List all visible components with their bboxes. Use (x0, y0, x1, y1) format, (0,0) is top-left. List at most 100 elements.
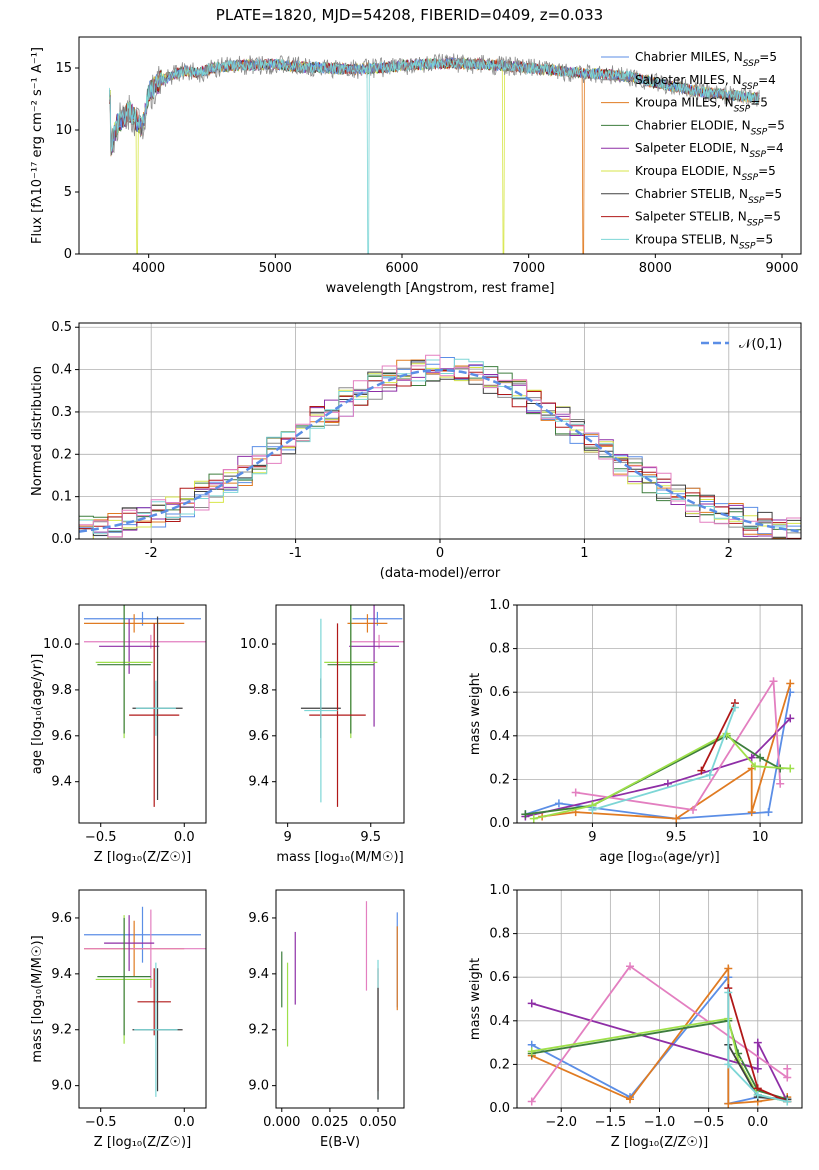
legend-label: Chabrier ELODIE, NSSP=5 (635, 118, 785, 137)
weight-marker (672, 814, 681, 823)
mass_vs_Z-axes: −0.5 0.0 9.0 9.2 9.4 9.6 Z [log₁₀(Z/Z☉)] mass [… (30, 889, 207, 1150)
x-tick-label: 10 (752, 830, 769, 845)
y-tick-label: 9.4 (248, 775, 269, 790)
y-tick-label: 9.6 (248, 911, 269, 926)
x-tick-label: 9.5 (360, 830, 381, 845)
y-tick-label: 0.4 (51, 363, 72, 378)
y-tick-label: 5 (64, 185, 72, 200)
y-tick-label: 9.2 (248, 1023, 269, 1038)
y-tick-label: 9.4 (248, 967, 269, 982)
x-tick-label: -2 (145, 546, 158, 561)
mass_vs_EBV-plot (281, 901, 398, 1100)
weight-marker (764, 808, 773, 817)
mass_weight_vs_Z-plot (527, 962, 792, 1108)
weight-marker (697, 766, 706, 775)
weight-line-pink (575, 678, 782, 811)
weight-line-kroupa-stelib (727, 992, 788, 1103)
x-tick-label: 0.025 (311, 1115, 348, 1130)
weight-marker (588, 805, 597, 814)
y-axis-label: mass [log₁₀(M/M☉)] (30, 935, 45, 1062)
axes-frame (516, 604, 803, 824)
weight-marker (571, 788, 580, 797)
y-tick-label: 0.8 (489, 927, 510, 942)
x-tick-label: 1 (580, 546, 588, 561)
weight-marker (527, 999, 536, 1008)
axes-frame (516, 889, 803, 1109)
x-axis-label: Z [log₁₀(Z/Z☉)] (94, 850, 191, 865)
x-tick-label: 9 (588, 830, 596, 845)
x-tick-label: −1.5 (595, 1115, 627, 1130)
y-tick-label: 1.0 (489, 598, 510, 613)
y-tick-label: 1.0 (489, 883, 510, 898)
weight-line-salpeter-elodie (525, 717, 791, 818)
spectrum-line-kroupa-stelib (109, 58, 760, 254)
y-tick-label: 10 (55, 123, 72, 138)
y-tick-label: 0.6 (489, 685, 510, 700)
y-tick-label: 0.4 (489, 729, 510, 744)
age_vs_Z-plot (84, 605, 206, 807)
mass_weight_vs_age-axes: 9 9.5 10 0.0 0.2 0.4 0.6 0.8 1.0 age [log₁₀(age/y… (468, 598, 803, 865)
x-axis-label: E(B-V) (320, 1135, 360, 1150)
x-tick-label: 7000 (512, 261, 545, 276)
y-tick-label: 0 (64, 247, 72, 262)
y-axis-label: mass weight (468, 673, 483, 755)
y-tick-label: 9.4 (51, 775, 72, 790)
weight-marker (753, 1090, 762, 1099)
x-tick-label: 9.5 (666, 830, 687, 845)
x-tick-label: 6000 (385, 261, 418, 276)
legend-label: 𝒩(0,1) (739, 337, 782, 352)
y-tick-label: 0.3 (51, 405, 72, 420)
x-tick-label: 0.000 (263, 1115, 300, 1130)
y-tick-label: 9.6 (51, 729, 72, 744)
y-tick-label: 9.0 (51, 1079, 72, 1094)
mass_weight_vs_age-plot (521, 677, 795, 823)
weight-marker (724, 964, 733, 973)
weight-marker (753, 1064, 762, 1073)
age_vs_mass-plot (300, 605, 404, 807)
y-tick-label: 10.0 (240, 637, 269, 652)
weight-marker (747, 753, 756, 762)
axes-frame (275, 889, 405, 1109)
weight-marker (786, 714, 795, 723)
weight-marker (783, 1097, 792, 1106)
spectrum-plot (109, 52, 760, 254)
weight-marker (529, 814, 538, 823)
x-tick-label: −0.5 (85, 1115, 117, 1130)
y-tick-label: 0.5 (51, 320, 72, 335)
x-tick-label: −1.0 (644, 1115, 676, 1130)
x-tick-label: −0.5 (85, 830, 117, 845)
weight-line-salpeter-stelib (700, 702, 736, 772)
axes-frame (78, 322, 802, 540)
weight-marker (786, 764, 795, 773)
y-tick-label: 9.8 (248, 683, 269, 698)
y-tick-label: 0.0 (489, 816, 510, 831)
y-tick-label: 0.0 (489, 1101, 510, 1116)
y-tick-label: 0.4 (489, 1014, 510, 1029)
legend-label: Chabrier MILES, NSSP=5 (635, 50, 777, 69)
axes-frame (78, 889, 207, 1109)
y-tick-label: 9.8 (51, 683, 72, 698)
weight-marker (521, 810, 530, 819)
normal-curve (79, 368, 801, 533)
x-tick-label: 4000 (132, 261, 165, 276)
weight-marker (554, 799, 563, 808)
y-tick-label: 0.2 (489, 772, 510, 787)
y-tick-label: 0.2 (51, 447, 72, 462)
weight-line-chabrier-miles (525, 692, 792, 820)
weight-marker (724, 988, 733, 997)
weight-marker (705, 771, 714, 780)
y-tick-label: 9.0 (248, 1079, 269, 1094)
y-axis-label: age [log₁₀(age/yr)] (30, 654, 45, 775)
weight-marker (786, 679, 795, 688)
weight-marker (747, 808, 756, 817)
spectrum-axes: 4000 5000 6000 7000 8000 9000 0 5 10 15 wavelength… (30, 36, 802, 296)
y-tick-label: 0.2 (489, 1057, 510, 1072)
x-tick-label: 0.0 (174, 830, 195, 845)
x-tick-label: −0.5 (693, 1115, 725, 1130)
axes-frame (275, 604, 405, 824)
legend-label: Salpeter STELIB, NSSP=5 (635, 210, 781, 229)
x-tick-label: 9 (283, 830, 291, 845)
x-axis-label: (data-model)/error (380, 566, 501, 581)
x-tick-label: 0 (436, 546, 444, 561)
